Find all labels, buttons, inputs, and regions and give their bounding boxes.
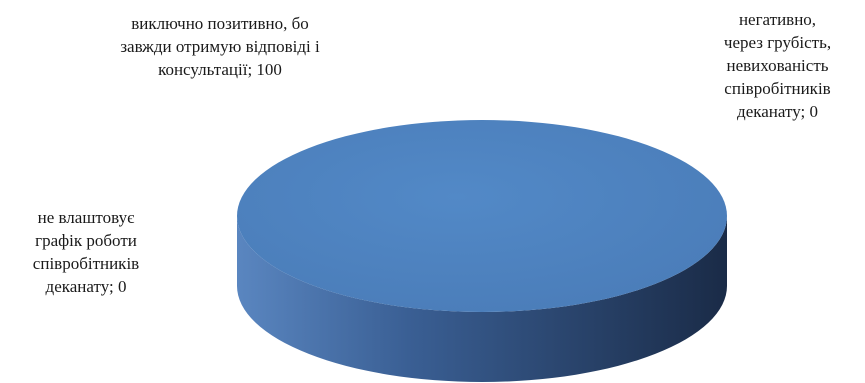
data-label-schedule: не влаштовує графік роботи співробітникі…	[32, 208, 140, 296]
data-label-negative-rudeness: негативно, через грубість, невихованість…	[723, 10, 832, 121]
pie-slice-positive	[237, 120, 727, 312]
pie-slice-side	[237, 216, 727, 382]
data-label-positive: виключно позитивно, бо завжди отримую ві…	[120, 14, 320, 79]
